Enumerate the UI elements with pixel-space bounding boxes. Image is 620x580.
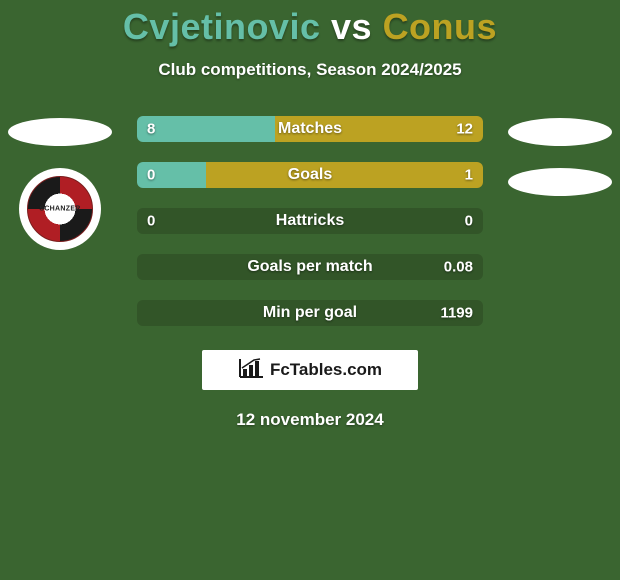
- stat-label: Goals per match: [247, 258, 372, 276]
- stat-bar-fill-b: [206, 162, 483, 188]
- side-left: SCHANZER: [0, 116, 120, 250]
- stat-value-a: 8: [147, 121, 155, 138]
- player-b-photo-placeholder: [508, 118, 612, 146]
- stat-value-b: 0: [465, 213, 473, 230]
- stat-bar: 0 0 Hattricks: [137, 208, 483, 234]
- content: SCHANZER 8 12 Matches 0 1 Goals 0 0 Hattricks 0.0…: [0, 116, 620, 430]
- club-badge-text: SCHANZER: [39, 206, 80, 213]
- page-title: Cvjetinovic vs Conus: [0, 0, 620, 48]
- vs-separator: vs: [331, 6, 372, 47]
- player-b-club-placeholder: [508, 168, 612, 196]
- subtitle: Club competitions, Season 2024/2025: [0, 60, 620, 80]
- stat-label: Hattricks: [276, 212, 344, 230]
- page-root: Cvjetinovic vs Conus Club competitions, …: [0, 0, 620, 580]
- player-a-photo-placeholder: [8, 118, 112, 146]
- club-badge-icon: SCHANZER: [27, 176, 93, 242]
- stat-label: Matches: [278, 120, 342, 138]
- side-right: [500, 116, 620, 218]
- stat-value-b: 1199: [440, 305, 473, 322]
- stat-bars: 8 12 Matches 0 1 Goals 0 0 Hattricks 0.08 Goals pe…: [137, 116, 483, 326]
- stat-value-b: 1: [465, 167, 473, 184]
- stat-label: Goals: [288, 166, 332, 184]
- stat-label: Min per goal: [263, 304, 357, 322]
- stat-bar: 1199 Min per goal: [137, 300, 483, 326]
- fctables-logo-text: FcTables.com: [270, 360, 382, 380]
- stat-bar-fill-a: [137, 116, 275, 142]
- bar-chart-icon: [238, 357, 264, 384]
- player-a-name: Cvjetinovic: [123, 6, 321, 47]
- player-b-name: Conus: [383, 6, 498, 47]
- stat-value-b: 0.08: [444, 259, 473, 276]
- stat-bar: 0.08 Goals per match: [137, 254, 483, 280]
- stat-bar: 8 12 Matches: [137, 116, 483, 142]
- stat-value-b: 12: [456, 121, 473, 138]
- stat-bar: 0 1 Goals: [137, 162, 483, 188]
- stat-value-a: 0: [147, 167, 155, 184]
- stat-value-a: 0: [147, 213, 155, 230]
- fctables-logo-box: FcTables.com: [202, 350, 418, 390]
- player-a-club-badge: SCHANZER: [19, 168, 101, 250]
- date-text: 12 november 2024: [0, 410, 620, 430]
